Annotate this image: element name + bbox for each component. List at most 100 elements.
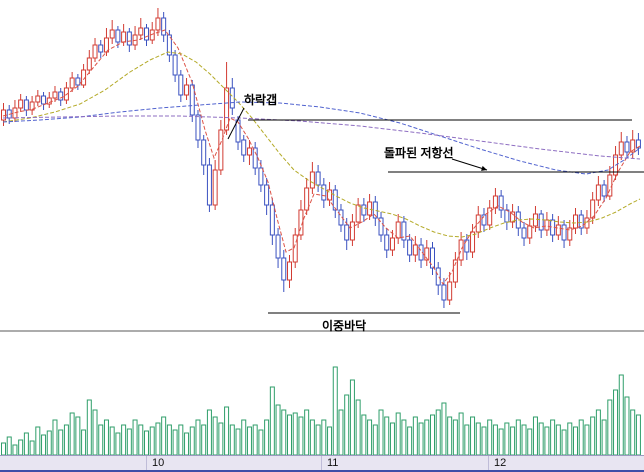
- volume-bar: [510, 426, 516, 455]
- volume-bar: [35, 426, 41, 455]
- candle-up: [424, 240, 430, 266]
- candle-down: [252, 142, 258, 175]
- volume-bar: [201, 424, 207, 455]
- volume-bar: [349, 379, 355, 455]
- volume-group: [1, 366, 641, 455]
- volume-bar: [372, 424, 378, 455]
- candle-up: [218, 120, 224, 175]
- candle-down: [321, 178, 327, 208]
- candle-up: [349, 214, 355, 246]
- volume-bar: [81, 429, 87, 455]
- axis-tick-mark: [488, 456, 489, 471]
- volume-bar: [166, 424, 172, 455]
- volume-bar: [115, 432, 121, 455]
- volume-bar: [544, 426, 550, 455]
- candle-up: [12, 100, 18, 122]
- candle-up: [544, 212, 550, 236]
- volume-bar: [212, 416, 218, 455]
- volume-bar: [475, 422, 481, 455]
- candle-up: [29, 96, 35, 115]
- volume-bar: [29, 440, 35, 455]
- volume-bar: [195, 419, 201, 455]
- volume-bar: [309, 419, 315, 455]
- candle-up: [567, 220, 573, 246]
- broken-resistance-label-pointer-line: [451, 158, 488, 171]
- volume-bar: [229, 424, 235, 455]
- volume-bar: [92, 409, 98, 455]
- candle-up: [292, 228, 298, 268]
- candle-up: [287, 255, 292, 288]
- volume-bar: [235, 428, 241, 455]
- candle-up: [155, 8, 161, 36]
- candle-up: [132, 26, 138, 50]
- candle-up: [86, 50, 92, 74]
- candle-down: [521, 222, 527, 246]
- volume-bar: [532, 416, 538, 455]
- volume-bar: [573, 426, 578, 455]
- candle-down: [206, 158, 212, 212]
- volume-bar: [258, 429, 264, 455]
- candle-down: [504, 204, 510, 230]
- volume-bar: [75, 416, 81, 455]
- candle-down: [241, 135, 247, 162]
- candle-down: [281, 250, 287, 292]
- candle-up: [52, 86, 58, 102]
- candle-up: [355, 198, 361, 228]
- candle-down: [189, 80, 195, 122]
- candle-up: [81, 64, 87, 88]
- candle-down: [332, 185, 338, 218]
- candle-up: [224, 62, 230, 135]
- candle-up: [555, 216, 561, 240]
- volume-bar: [126, 428, 132, 455]
- candle-down: [315, 165, 321, 192]
- candle-down: [41, 92, 47, 110]
- volume-bar: [618, 374, 624, 455]
- candle-down: [58, 88, 64, 106]
- candle-down: [269, 198, 275, 245]
- volume-bar: [418, 422, 424, 455]
- volume-bar: [327, 426, 333, 455]
- volume-bar: [132, 419, 138, 455]
- candle-down: [435, 262, 441, 295]
- candle-down: [635, 133, 641, 155]
- candle-up: [573, 208, 578, 234]
- volume-bar: [590, 416, 596, 455]
- candle-up: [1, 103, 6, 126]
- volume-bar: [69, 412, 75, 455]
- volume-bar: [109, 426, 115, 455]
- ma-long-line: [2, 101, 641, 175]
- candle-down: [172, 50, 178, 82]
- candle-down: [378, 212, 384, 242]
- candle-down: [538, 210, 544, 238]
- volume-bar: [12, 444, 18, 455]
- candle-up: [607, 166, 613, 200]
- candle-up: [595, 176, 601, 206]
- candle-down: [561, 220, 567, 248]
- volume-bar: [389, 422, 395, 455]
- volume-bar: [138, 424, 144, 455]
- volume-bar: [355, 399, 361, 455]
- candle-down: [229, 78, 235, 115]
- candle-up: [46, 92, 52, 108]
- volume-bar: [63, 424, 69, 455]
- volume-bar: [275, 404, 281, 455]
- volume-bar: [304, 409, 310, 455]
- candle-down: [498, 190, 504, 218]
- candle-up: [109, 20, 115, 44]
- volume-bar: [144, 430, 149, 455]
- candle-up: [35, 90, 41, 106]
- double-bottom-label: 이중바닥: [322, 318, 366, 333]
- candle-up: [304, 178, 310, 215]
- volume-bar: [430, 414, 435, 455]
- volume-bar: [23, 432, 29, 455]
- candle-down: [401, 216, 407, 248]
- candle-down: [384, 228, 390, 258]
- candle-up: [18, 94, 24, 112]
- candle-down: [418, 238, 424, 268]
- volume-bar: [246, 426, 252, 455]
- volume-bar: [155, 422, 161, 455]
- candle-up: [395, 214, 401, 244]
- volume-bar: [458, 412, 464, 455]
- time-axis-strip[interactable]: 10 11 12: [0, 455, 644, 471]
